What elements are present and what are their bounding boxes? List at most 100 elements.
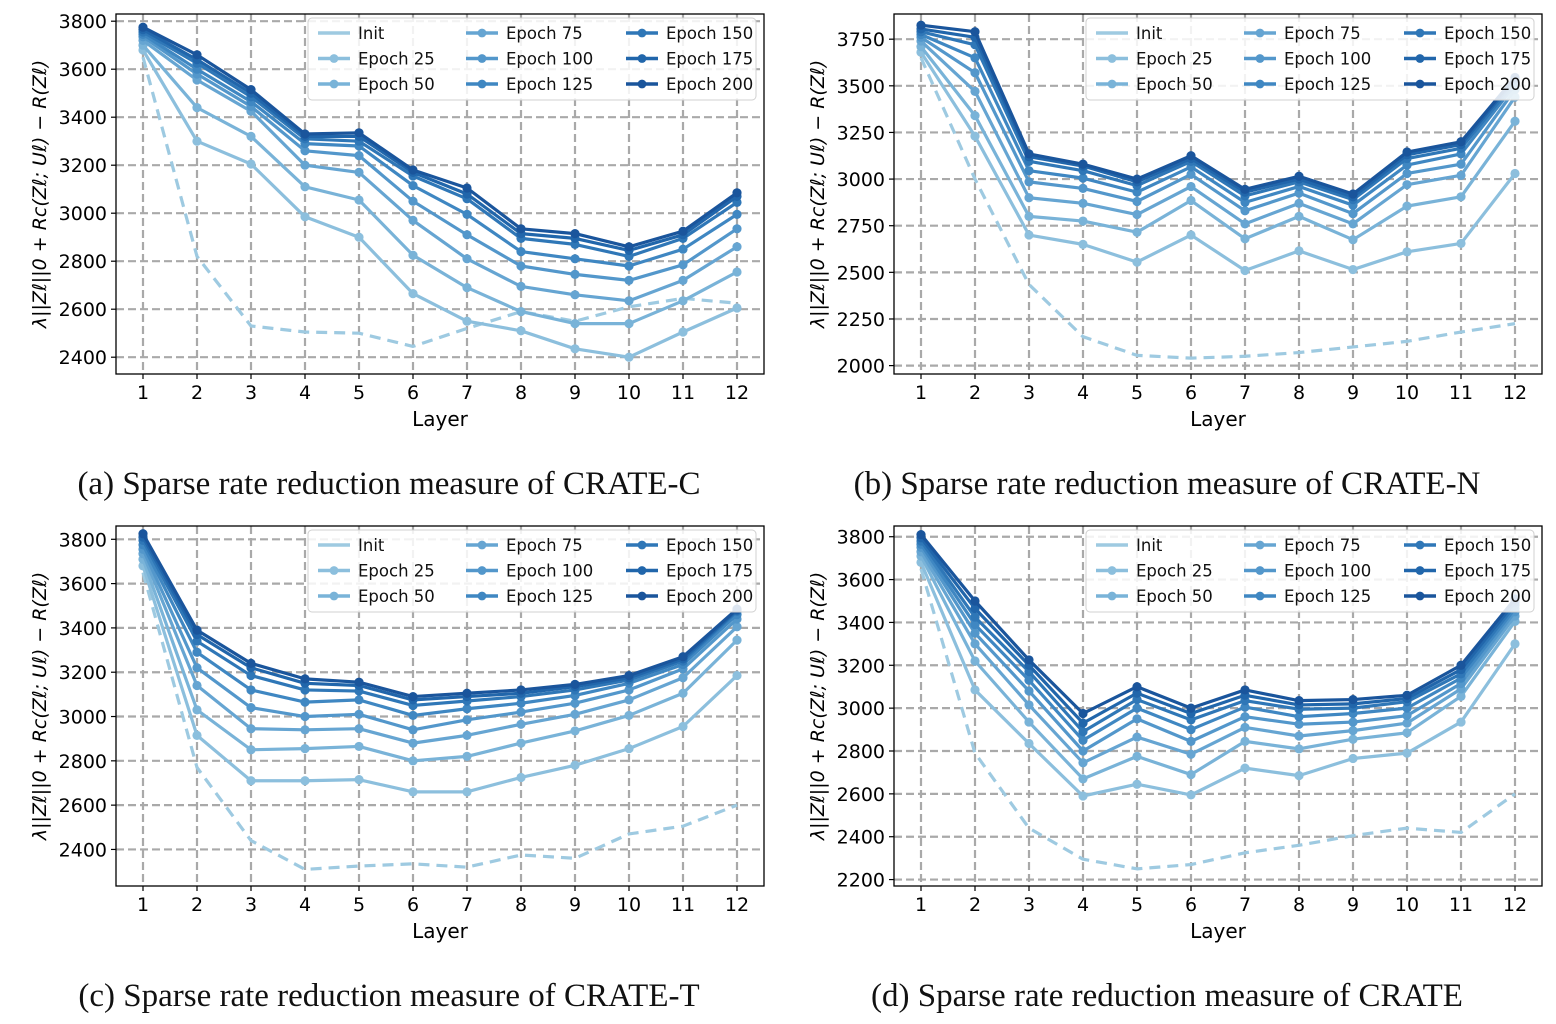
x-axis-label: Layer [1190, 407, 1247, 431]
data-point [570, 290, 580, 300]
legend-item: Epoch 125 [1244, 75, 1371, 94]
legend-marker [637, 540, 647, 550]
legend-marker [1415, 566, 1425, 575]
legend-item: Epoch 200 [626, 75, 753, 94]
plot-frame [115, 13, 765, 375]
data-point [970, 628, 980, 638]
data-point [1186, 195, 1196, 206]
data-point [1024, 166, 1034, 176]
data-point [516, 707, 526, 717]
legend-item: Epoch 175 [626, 562, 753, 581]
data-point [516, 698, 526, 708]
series-b-0 [919, 57, 1516, 360]
legend-item: Epoch 100 [466, 50, 593, 69]
legend-item: Epoch 150 [1404, 24, 1531, 43]
x-tick-label: 6 [407, 894, 419, 916]
data-point [624, 261, 634, 271]
series-line [919, 555, 1517, 781]
series-line [919, 51, 1517, 273]
data-point [1402, 160, 1412, 170]
data-point [1294, 731, 1304, 741]
series-b-1 [916, 47, 1520, 276]
x-axis-label: Layer [1190, 919, 1247, 943]
data-point [1186, 736, 1196, 746]
data-point [1402, 180, 1412, 190]
legend-label: Epoch 150 [1444, 536, 1531, 555]
data-point [970, 656, 980, 666]
data-point [678, 244, 688, 254]
data-point [462, 183, 472, 193]
legend-marker [1255, 566, 1265, 575]
data-point [300, 685, 310, 695]
x-tick-label: 8 [1293, 382, 1305, 404]
data-point [1132, 187, 1142, 197]
legend-marker [1255, 79, 1265, 89]
data-point [970, 612, 980, 622]
data-point [570, 760, 580, 770]
data-point [1294, 246, 1304, 256]
data-point [408, 691, 418, 702]
data-point [462, 230, 472, 240]
y-tick-label: 3600 [59, 59, 107, 81]
series-line [141, 539, 739, 708]
data-point [570, 679, 580, 689]
data-point [1510, 116, 1520, 126]
data-point [1132, 196, 1142, 207]
data-point [408, 181, 418, 191]
legend-item: Epoch 125 [1244, 587, 1371, 606]
legend-item: Init [318, 24, 385, 43]
data-point [732, 635, 742, 645]
series-line [920, 35, 1517, 216]
legend-label: Epoch 100 [1284, 562, 1371, 581]
data-point [570, 254, 580, 264]
data-point [354, 151, 364, 161]
y-tick-label: 2600 [59, 795, 107, 817]
series-line [141, 565, 739, 794]
data-point [1456, 137, 1466, 147]
data-point [1348, 753, 1358, 764]
legend-label: Init [1136, 536, 1163, 555]
y-tick-label: 2500 [837, 262, 885, 284]
legend-label: Init [358, 24, 385, 43]
data-point [516, 685, 526, 695]
x-tick-label: 11 [1449, 382, 1473, 404]
x-tick-label: 9 [1347, 894, 1359, 916]
legend-label: Epoch 150 [666, 536, 753, 555]
data-point [678, 275, 688, 285]
series-line [919, 540, 1517, 734]
data-point [1294, 719, 1304, 729]
data-point [1240, 184, 1250, 194]
data-point [1024, 655, 1034, 665]
data-point [408, 738, 418, 748]
y-tick-label: 3600 [837, 570, 885, 592]
plot-frame [893, 525, 1543, 887]
data-point [624, 352, 634, 362]
data-point [1078, 746, 1088, 756]
data-point [1024, 700, 1034, 710]
data-point [300, 182, 310, 192]
data-point [1024, 230, 1034, 240]
legend-marker [477, 28, 487, 38]
data-point [1186, 230, 1196, 240]
x-axis-label: Layer [412, 407, 469, 431]
data-point [1024, 686, 1034, 696]
y-tick-label: 3800 [59, 529, 107, 551]
x-tick-label: 6 [407, 382, 419, 404]
data-point [678, 296, 688, 306]
legend-label: Epoch 50 [1136, 587, 1213, 606]
data-point [678, 260, 688, 270]
data-point [1186, 790, 1196, 800]
data-point [192, 50, 202, 60]
legend-label: Epoch 200 [666, 75, 753, 94]
data-point [1078, 774, 1088, 784]
y-tick-label: 3600 [59, 574, 107, 596]
x-tick-label: 12 [725, 382, 749, 404]
data-point [1132, 209, 1142, 220]
legend-item: Epoch 25 [318, 562, 435, 581]
data-point [1186, 703, 1196, 713]
data-point [732, 303, 742, 313]
legend-item: Epoch 75 [466, 536, 583, 555]
x-tick-label: 1 [137, 894, 149, 916]
data-point [1402, 147, 1412, 157]
legend-marker [637, 591, 647, 601]
